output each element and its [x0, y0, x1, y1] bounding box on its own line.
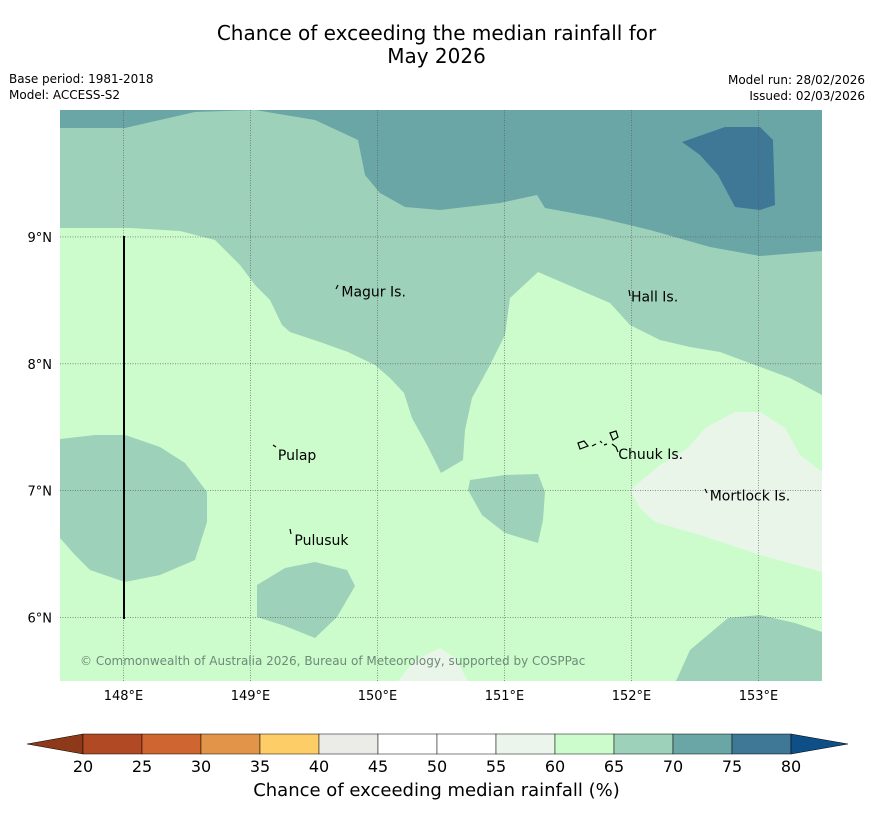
colorbar-segment	[731, 733, 792, 755]
colorbar-under-arrow	[26, 733, 84, 755]
place-label: Pulusuk	[294, 533, 349, 549]
colorbar-tick-label: 65	[604, 757, 624, 776]
colorbar: 20 25 30 35 40 45 50 55 60 65 70 75 80	[26, 733, 849, 776]
lon-tick-label: 152°E	[612, 689, 652, 704]
island-pulap	[272, 444, 277, 448]
colorbar-tick-label: 75	[722, 757, 742, 776]
contour-70-75	[60, 110, 822, 256]
lon-tick-label: 151°E	[485, 689, 525, 704]
contour-65-70-south	[257, 562, 355, 638]
contour-65-70-central	[468, 474, 545, 543]
place-label: Magur Is.	[341, 284, 406, 300]
colorbar-tick-label: 45	[368, 757, 388, 776]
island-hall	[628, 289, 631, 297]
colorbar-segment	[141, 733, 202, 755]
colorbar-segment	[82, 733, 143, 755]
contour-65-70-west	[60, 435, 207, 582]
place-label: Hall Is.	[631, 290, 678, 306]
colorbar-segment	[672, 733, 733, 755]
place-label: Pulap	[278, 448, 317, 464]
colorbar-segment	[200, 733, 261, 755]
island-magur	[335, 284, 339, 290]
lat-tick-label: 7°N	[28, 485, 53, 500]
colorbar-ticks: 20 25 30 35 40 45 50 55 60 65 70 75 80	[73, 757, 801, 776]
contour-55-60-south	[398, 648, 468, 681]
colorbar-tick-label: 50	[427, 757, 447, 776]
model-run: Model run: 28/02/2026	[727, 73, 865, 87]
island-shapes	[272, 284, 708, 535]
island-mortlock	[704, 488, 708, 494]
colorbar-segment	[259, 733, 320, 755]
contour-65-70-southeast	[676, 615, 822, 681]
colorbar-tick-label: 30	[191, 757, 211, 776]
colorbar-tick-label: 70	[663, 757, 683, 776]
place-label: Chuuk Is.	[618, 447, 683, 463]
colorbar-tick-label: 80	[781, 757, 801, 776]
lon-tick-label: 150°E	[358, 689, 398, 704]
colorbar-segment	[318, 733, 379, 755]
colorbar-tick-label: 40	[309, 757, 329, 776]
map-title: Chance of exceeding the median rainfall …	[0, 22, 873, 68]
lat-tick-label: 6°N	[28, 612, 53, 627]
title-line-1: Chance of exceeding the median rainfall …	[216, 21, 657, 45]
colorbar-tick-label: 35	[250, 757, 270, 776]
colorbar-segment	[554, 733, 615, 755]
lon-tick-label: 149°E	[231, 689, 271, 704]
place-label: Mortlock Is.	[710, 489, 790, 505]
colorbar-tick-label: 55	[486, 757, 506, 776]
colorbar-tick-label: 20	[73, 757, 93, 776]
colorbar-tick-label: 60	[545, 757, 565, 776]
colorbar-over-arrow	[790, 733, 849, 755]
axis-labels: 148°E 149°E 150°E 151°E 152°E 153°E 9°N 8°N 7°N 6…	[28, 231, 779, 704]
map-area: Magur Is. Hall Is. Pulap Chuuk Is. Mortlock …	[60, 110, 822, 681]
model-name: Model: ACCESS-S2	[9, 88, 121, 102]
title-line-2: May 2026	[387, 44, 486, 68]
lon-tick-label: 148°E	[104, 689, 144, 704]
colorbar-segment	[495, 733, 556, 755]
gridlines	[60, 110, 822, 681]
colorbar-segment	[377, 733, 438, 755]
copyright-text: © Commonwealth of Australia 2026, Bureau…	[80, 654, 585, 668]
issued-date: Issued: 02/03/2026	[749, 89, 865, 103]
lat-tick-label: 9°N	[28, 231, 53, 246]
place-labels: Magur Is. Hall Is. Pulap Chuuk Is. Mortlock …	[278, 284, 790, 549]
meta-right: Model run: 28/02/2026 Issued: 02/03/2026	[728, 72, 865, 104]
contour-55-60-east	[630, 412, 822, 572]
island-chuuk	[577, 430, 619, 453]
contour-75-80	[682, 127, 775, 210]
colorbar-tick-label: 25	[132, 757, 152, 776]
base-period: Base period: 1981-2018	[9, 72, 154, 86]
colorbar-segments	[82, 733, 792, 755]
colorbar-segment	[613, 733, 674, 755]
colorbar-segment	[436, 733, 497, 755]
colorbar-title: Chance of exceeding median rainfall (%)	[253, 780, 620, 801]
lon-tick-label: 153°E	[739, 689, 779, 704]
lat-tick-label: 8°N	[28, 358, 53, 373]
meta-left: Base period: 1981-2018 Model: ACCESS-S2	[9, 71, 154, 103]
island-pulusuk	[289, 528, 292, 535]
